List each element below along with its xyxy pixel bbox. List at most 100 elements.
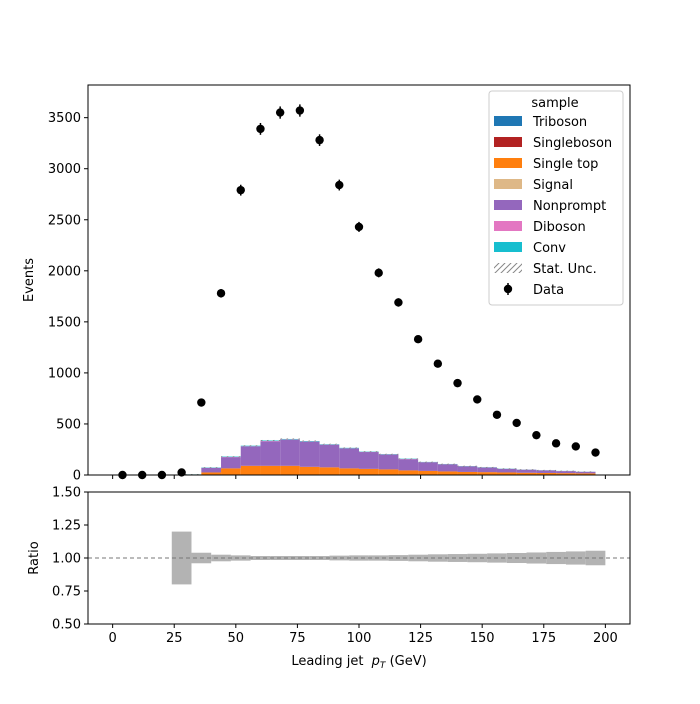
y-tick-label: 3500 — [48, 111, 81, 126]
stat-unc-band — [201, 467, 221, 468]
ratio-y-axis-label: Ratio — [27, 541, 42, 574]
data-point — [434, 360, 442, 368]
stack-bar-nonprompt — [359, 452, 379, 469]
legend-swatch-triboson — [494, 116, 522, 126]
data-point — [414, 335, 422, 343]
x-tick-label: 125 — [408, 631, 433, 646]
y-tick-label: 1500 — [48, 315, 81, 330]
ratio-y-tick-label: 1.25 — [52, 519, 81, 534]
ratio-unc-band — [566, 551, 586, 564]
y-tick-label: 2000 — [48, 264, 81, 279]
legend-swatch-stat-unc — [494, 263, 522, 273]
legend-label-data: Data — [533, 283, 564, 298]
stack-bar-single-top — [300, 467, 320, 475]
legend-label-single-top: Single top — [533, 157, 598, 172]
legend-label-singleboson: Singleboson — [533, 136, 612, 151]
ratio-unc-band — [349, 555, 369, 560]
stat-unc-band — [438, 464, 458, 465]
y-tick-label: 3000 — [48, 162, 81, 177]
stat-unc-band — [418, 462, 438, 463]
stack-bar-nonprompt — [477, 468, 497, 473]
data-point — [493, 411, 501, 419]
legend-swatch-signal — [494, 179, 522, 189]
ratio-y-tick-label: 0.75 — [52, 585, 81, 600]
stat-unc-band — [576, 471, 596, 472]
data-point — [375, 269, 383, 277]
legend-swatch-conv — [494, 242, 522, 252]
legend-label-conv: Conv — [533, 241, 566, 256]
x-tick-label: 0 — [108, 631, 116, 646]
stack-bar-nonprompt — [300, 442, 320, 467]
data-point — [512, 419, 520, 427]
y-tick-label: 0 — [73, 469, 81, 484]
legend-label-nonprompt: Nonprompt — [533, 199, 606, 214]
y-axis-label: Events — [22, 258, 37, 302]
legend-data-marker — [504, 285, 512, 293]
legend-swatch-diboson — [494, 221, 522, 231]
data-point — [315, 136, 323, 144]
stack-bar-single-top — [320, 467, 340, 475]
stack-bar-single-top — [379, 469, 399, 475]
data-point — [296, 106, 304, 114]
stat-unc-band — [300, 440, 320, 441]
stat-unc-band — [556, 471, 576, 472]
data-point — [256, 125, 264, 133]
stack-bar-nonprompt — [280, 440, 300, 466]
data-point — [552, 439, 560, 447]
ratio-y-tick-label: 1.00 — [52, 552, 81, 567]
stack-bar-nonprompt — [438, 464, 458, 471]
x-tick-label: 175 — [531, 631, 556, 646]
stack-bar-nonprompt — [379, 455, 399, 470]
y-tick-label: 2500 — [48, 213, 81, 228]
ratio-unc-band — [467, 554, 487, 562]
stat-unc-band — [320, 444, 340, 445]
stack-bar-nonprompt — [497, 469, 517, 473]
ratio-unc-band — [546, 552, 566, 564]
x-axis-label-var: p — [371, 654, 380, 669]
stack-bar-nonprompt — [339, 448, 359, 468]
stat-unc-band — [359, 451, 379, 452]
legend-swatch-single-top — [494, 158, 522, 168]
data-point — [532, 431, 540, 439]
stack-bar-single-top — [280, 466, 300, 475]
stat-unc-band — [280, 438, 300, 439]
stack-bar-single-top — [438, 471, 458, 475]
stat-unc-band — [339, 447, 359, 448]
legend-label-triboson: Triboson — [532, 115, 587, 130]
y-tick-label: 1000 — [48, 366, 81, 381]
stack-bar-single-top — [418, 471, 438, 475]
stack-bar-single-top — [260, 466, 280, 475]
stack-bar-nonprompt — [221, 457, 241, 468]
ratio-y-tick-label: 1.50 — [52, 486, 81, 501]
legend-swatch-nonprompt — [494, 200, 522, 210]
stack-bar-single-top — [221, 468, 241, 475]
legend-label-stat-unc: Stat. Unc. — [533, 262, 597, 277]
ratio-y-tick-label: 0.50 — [52, 618, 81, 633]
legend-label-diboson: Diboson — [533, 220, 586, 235]
stat-unc-band — [221, 456, 241, 457]
x-tick-label: 200 — [593, 631, 618, 646]
stat-unc-band — [241, 445, 261, 446]
x-tick-label: 25 — [166, 631, 183, 646]
stat-unc-band — [517, 469, 537, 470]
data-point — [453, 379, 461, 387]
stat-unc-band — [260, 440, 280, 441]
x-axis-label-unit: (GeV) — [390, 654, 427, 669]
x-tick-label: 75 — [289, 631, 306, 646]
data-point — [355, 223, 363, 231]
data-point — [572, 442, 580, 450]
legend-label-signal: Signal — [533, 178, 573, 193]
stat-unc-band — [497, 468, 517, 469]
data-point — [394, 298, 402, 306]
x-tick-label: 100 — [347, 631, 372, 646]
stat-unc-band — [398, 458, 418, 459]
data-point — [237, 186, 245, 194]
ratio-unc-band — [329, 556, 349, 561]
stack-bar-nonprompt — [320, 445, 340, 467]
stack-bar-nonprompt — [260, 441, 280, 466]
ratio-unc-band — [428, 554, 448, 561]
stack-bar-nonprompt — [398, 459, 418, 470]
stat-unc-band — [379, 454, 399, 455]
